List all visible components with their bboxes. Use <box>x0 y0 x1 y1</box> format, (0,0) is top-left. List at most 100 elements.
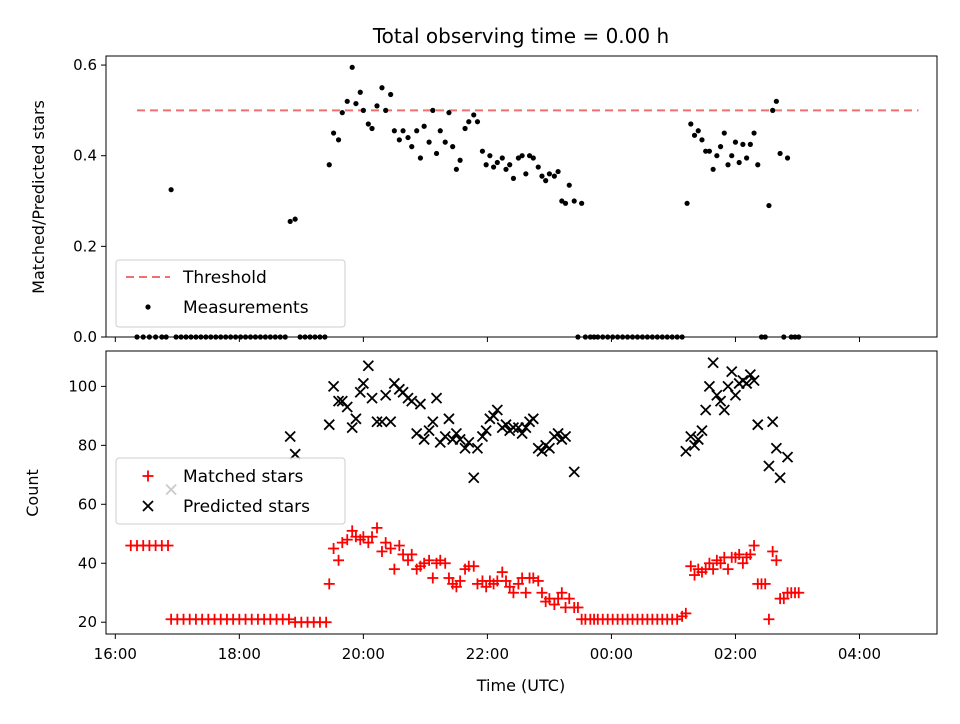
predicted-point <box>552 427 564 440</box>
matched-point <box>748 540 760 552</box>
measurement-point <box>674 334 680 340</box>
predicted-point-b <box>354 386 366 398</box>
legend-matched-marker <box>142 470 154 482</box>
matched-point <box>532 575 544 587</box>
matched-point <box>778 593 790 605</box>
measurement-point <box>349 64 355 70</box>
predicted-point-b <box>696 424 708 437</box>
predicted-point-b <box>487 410 500 422</box>
measurement-point <box>262 334 268 340</box>
predicted-point <box>443 413 455 425</box>
matched-point <box>536 587 548 599</box>
predicted-point-b <box>471 442 484 454</box>
measurement-point <box>479 148 486 154</box>
measurement-point <box>644 334 650 340</box>
measurement-point <box>326 162 332 168</box>
predicted-point <box>366 392 378 404</box>
measurement-point <box>546 171 553 177</box>
matched-point <box>767 545 779 557</box>
measurement-point <box>242 334 249 340</box>
legend-predicted-marker-b <box>142 500 154 512</box>
measurement-point <box>353 100 359 107</box>
measurement-point <box>471 112 477 118</box>
measurement-point <box>732 139 739 145</box>
measurement-point <box>706 148 713 154</box>
measurement-point <box>579 200 585 206</box>
measurement-point <box>729 153 735 159</box>
measurement-point <box>396 137 402 143</box>
measurement-point <box>462 125 468 132</box>
measurement-point <box>405 134 411 141</box>
legend-measurements-label: Measurements <box>183 298 309 318</box>
matched-point <box>388 563 400 575</box>
predicted-point-b <box>714 395 727 407</box>
measurement-point <box>208 334 214 340</box>
predicted-point <box>406 395 418 407</box>
predicted-point-b <box>443 413 455 425</box>
measurement-point <box>388 91 394 98</box>
measurement-point <box>252 334 259 340</box>
predicted-point-b <box>688 439 701 451</box>
matched-point <box>496 566 508 578</box>
measurement-point <box>437 128 443 134</box>
matched-point <box>346 525 358 537</box>
matched-point <box>406 548 418 560</box>
bottom-x-ticks: 16:00 18:00 20:00 22:00 00:00 02:00 04:00 <box>94 634 881 663</box>
predicted-point-b <box>350 413 362 425</box>
predicted-point-b <box>740 377 753 390</box>
measurement-point <box>624 334 631 340</box>
measurement-point <box>159 334 165 340</box>
predicted-point-b <box>357 377 369 390</box>
predicted-point <box>516 427 528 440</box>
measurement-point <box>740 141 746 147</box>
measurement-point <box>695 128 701 134</box>
measurement-point <box>747 141 753 147</box>
predicted-point-b <box>763 460 775 472</box>
measurement-point <box>535 164 541 170</box>
predicted-point <box>385 416 397 428</box>
matched-point <box>733 548 745 560</box>
measurement-point <box>684 200 690 206</box>
matched-point <box>385 543 397 555</box>
bottom-legend: Matched stars Predicted stars <box>115 457 346 525</box>
bottom-y-tick-label: 80 <box>78 436 97 454</box>
matched-point <box>744 548 756 560</box>
predicted-point <box>726 365 738 378</box>
bottom-x-tick-label: 20:00 <box>342 645 385 663</box>
predicted-point <box>411 427 423 440</box>
measurement-point <box>312 334 318 340</box>
matched-point <box>366 531 378 543</box>
matched-point <box>443 572 455 584</box>
measurement-point <box>474 119 481 125</box>
top-y-tick-label: 0.2 <box>73 237 97 255</box>
matched-point <box>162 540 174 552</box>
predicted-point-b <box>468 472 480 484</box>
measurement-point <box>507 162 513 168</box>
measurement-point <box>193 334 199 340</box>
top-legend-box <box>115 259 346 328</box>
predicted-point <box>543 442 556 454</box>
bottom-x-tick-label: 00:00 <box>590 645 633 663</box>
matched-point <box>504 581 516 593</box>
measurement-point <box>213 334 219 340</box>
measurement-point <box>360 107 366 113</box>
predicted-point <box>729 389 742 401</box>
measurement-point <box>629 334 636 340</box>
matched-point <box>689 569 701 581</box>
measurement-point <box>257 334 264 340</box>
predicted-point-b <box>418 433 430 446</box>
legend-predicted-label: Predicted stars <box>183 497 310 517</box>
measurement-point <box>188 334 194 340</box>
predicted-point <box>476 430 489 443</box>
measurement-point <box>788 334 794 340</box>
top-legend: Threshold Measurements <box>115 259 346 328</box>
predicted-point <box>744 368 756 381</box>
predicted-point-b <box>463 436 475 449</box>
predicted-point-b <box>692 433 704 446</box>
matched-point <box>722 563 734 575</box>
measurement-point <box>758 334 765 340</box>
predicted-point-b <box>327 380 340 393</box>
measurement-point <box>322 334 328 340</box>
predicted-point <box>507 422 520 434</box>
